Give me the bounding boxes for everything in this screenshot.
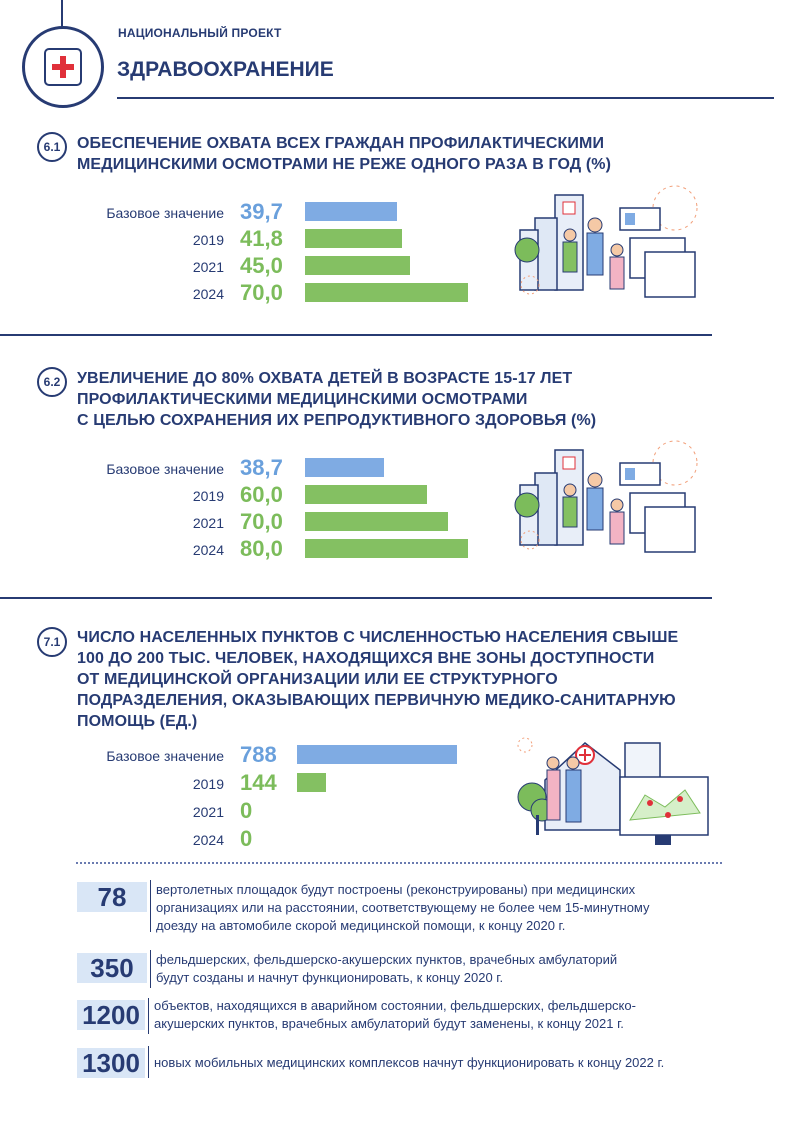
fact-text: объектов, находящихся в аварийном состоя… <box>154 998 636 1031</box>
healthcare-logo <box>22 26 104 108</box>
fact-separator <box>150 880 151 932</box>
fact-separator <box>148 998 149 1034</box>
bar-base <box>305 458 384 477</box>
bar-target <box>305 256 410 275</box>
bar-target <box>305 512 448 531</box>
row-value: 41,8 <box>240 226 283 251</box>
fact-number: 350 <box>77 953 147 983</box>
header-connector-line <box>61 0 63 30</box>
row-value: 80,0 <box>240 536 283 561</box>
row-label: 2024 <box>192 542 224 558</box>
fact-number: 1200 <box>77 1000 145 1030</box>
fact-number: 1300 <box>77 1048 145 1078</box>
section-divider <box>0 334 712 336</box>
header-divider <box>117 97 774 99</box>
section-number-badge: 6.2 <box>37 367 67 397</box>
clinic-people-illustration <box>514 440 698 553</box>
row-label: 2021 <box>192 804 224 820</box>
row-value: 45,0 <box>240 253 283 278</box>
row-label: 2019 <box>192 776 224 792</box>
fact-text: фельдшерских, фельдшерско-акушерских пун… <box>156 952 618 985</box>
row-label: Базовое значение <box>106 748 224 764</box>
row-label: Базовое значение <box>106 205 224 221</box>
bar-target <box>305 539 468 558</box>
row-value: 0 <box>240 798 253 823</box>
dotted-divider <box>76 862 722 864</box>
row-value: 788 <box>240 742 277 767</box>
project-label: НАЦИОНАЛЬНЫЙ ПРОЕКТ <box>118 26 282 40</box>
row-label: 2019 <box>192 488 224 504</box>
bar-base <box>297 745 457 764</box>
row-label: Базовое значение <box>106 461 224 477</box>
medical-cross-icon <box>44 48 82 86</box>
fact-separator <box>150 950 151 988</box>
row-value: 144 <box>240 770 277 795</box>
section-title: ОБЕСПЕЧЕНИЕ ОХВАТА ВСЕХ ГРАЖДАН ПРОФИЛАК… <box>77 135 612 173</box>
bar-target <box>305 485 427 504</box>
row-value: 70,0 <box>240 280 283 305</box>
row-value: 60,0 <box>240 482 283 507</box>
fact-number: 78 <box>77 882 147 912</box>
row-value: 39,7 <box>240 199 283 224</box>
row-value: 0 <box>240 826 253 851</box>
row-label: 2021 <box>192 259 224 275</box>
bar-target <box>305 283 468 302</box>
row-label: 2024 <box>192 286 224 302</box>
clinic-people-illustration <box>514 185 698 298</box>
row-value: 70,0 <box>240 509 283 534</box>
project-title: ЗДРАВООХРАНЕНИЕ <box>117 58 334 81</box>
row-value: 38,7 <box>240 455 283 480</box>
section-number-badge: 7.1 <box>37 627 67 657</box>
hospital-map-illustration <box>517 737 709 845</box>
bar-base <box>305 202 397 221</box>
fact-text: новых мобильных медицинских комплексов н… <box>154 1055 665 1070</box>
fact-separator <box>148 1046 149 1078</box>
section-number-badge: 6.1 <box>37 132 67 162</box>
fact-text: вертолетных площадок будут построены (ре… <box>156 882 650 933</box>
row-label: 2021 <box>192 515 224 531</box>
bar-target <box>305 229 402 248</box>
row-label: 2019 <box>192 232 224 248</box>
section-title: УВЕЛИЧЕНИЕ ДО 80% ОХВАТА ДЕТЕЙ В ВОЗРАСТ… <box>77 370 597 429</box>
section-title: ЧИСЛО НАСЕЛЕННЫХ ПУНКТОВ С ЧИСЛЕННОСТЬЮ … <box>77 629 679 730</box>
section-divider <box>0 597 712 599</box>
row-label: 2024 <box>192 832 224 848</box>
bar-target <box>297 773 326 792</box>
